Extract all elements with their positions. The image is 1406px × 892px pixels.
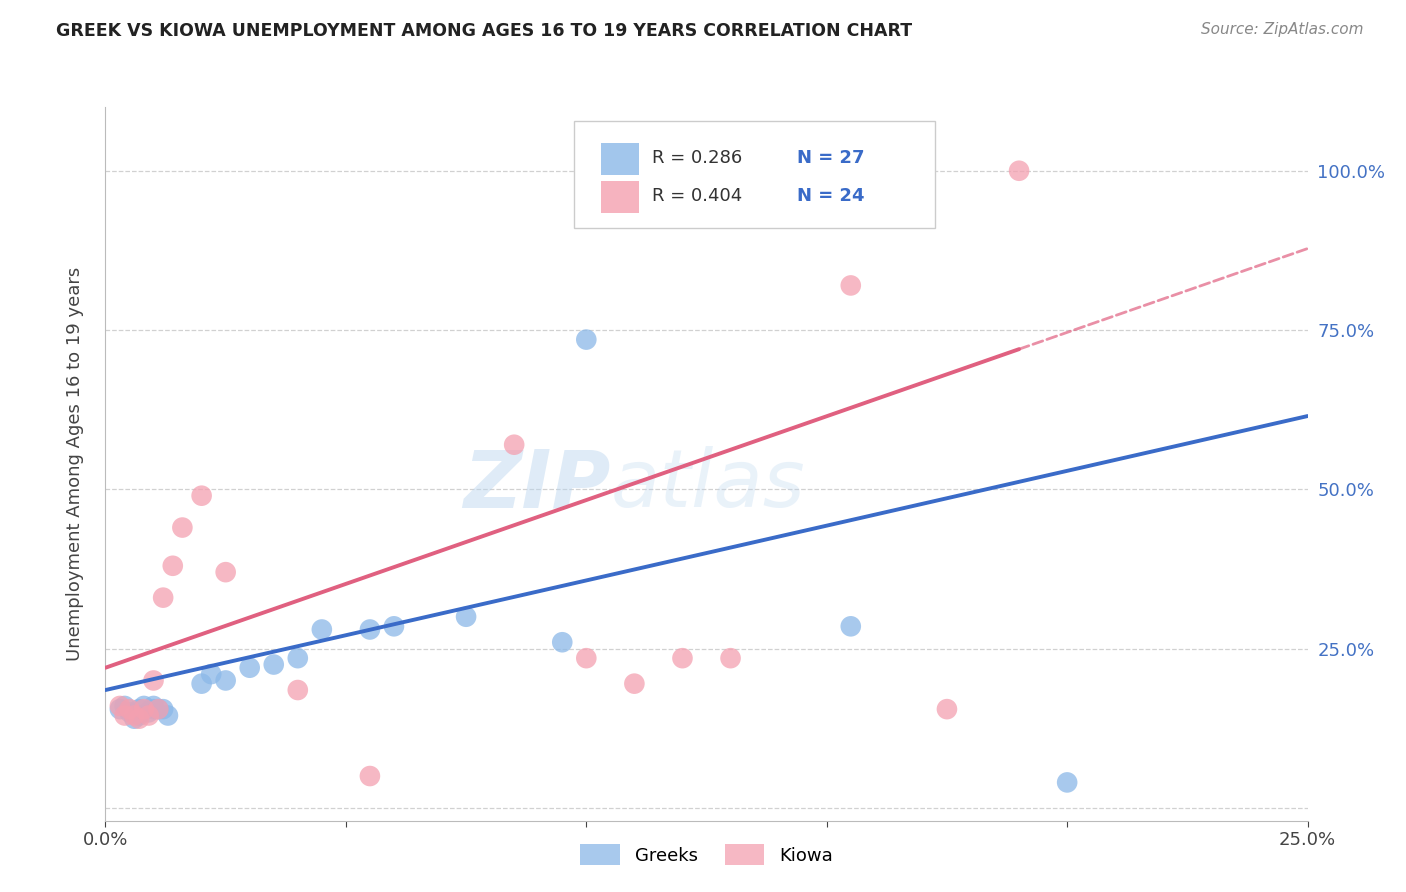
Point (190, 489, 212, 503)
Text: R = 0.286: R = 0.286 (652, 150, 742, 168)
Point (128, 702, 150, 716)
Legend: Greeks, Kiowa: Greeks, Kiowa (574, 837, 839, 872)
Y-axis label: Unemployment Among Ages 16 to 19 years: Unemployment Among Ages 16 to 19 years (66, 267, 84, 661)
Point (138, 706, 160, 720)
Point (359, 769, 381, 783)
Point (118, 702, 141, 716)
Point (214, 673, 236, 688)
Point (118, 706, 141, 720)
Point (138, 708, 160, 723)
Point (359, 623, 381, 637)
Point (839, 278, 862, 293)
Point (454, 609, 477, 624)
Point (382, 619, 405, 633)
Point (124, 712, 146, 726)
Point (172, 520, 194, 534)
Text: R = 0.404: R = 0.404 (652, 187, 742, 205)
FancyBboxPatch shape (600, 143, 640, 175)
Point (263, 657, 285, 672)
Point (128, 708, 150, 723)
Point (575, 651, 598, 665)
Point (162, 558, 184, 573)
Point (1056, 775, 1078, 789)
Text: N = 27: N = 27 (797, 150, 865, 168)
Point (132, 702, 155, 716)
Point (287, 683, 309, 698)
FancyBboxPatch shape (574, 121, 935, 228)
Text: GREEK VS KIOWA UNEMPLOYMENT AMONG AGES 16 TO 19 YEARS CORRELATION CHART: GREEK VS KIOWA UNEMPLOYMENT AMONG AGES 1… (56, 22, 912, 40)
Point (128, 712, 150, 726)
Point (148, 702, 170, 716)
Point (623, 676, 645, 690)
Point (108, 702, 131, 716)
Point (200, 667, 222, 681)
Point (839, 619, 862, 633)
Point (108, 698, 131, 713)
Point (575, 333, 598, 347)
Point (152, 591, 174, 605)
Point (1008, 163, 1031, 178)
Point (239, 661, 262, 675)
Point (311, 623, 333, 637)
Point (124, 708, 146, 723)
Point (114, 708, 136, 723)
Point (720, 651, 742, 665)
Point (132, 698, 155, 713)
Point (671, 651, 693, 665)
Point (503, 438, 526, 452)
Text: atlas: atlas (610, 446, 806, 524)
Point (551, 635, 574, 649)
Point (142, 673, 165, 688)
Point (114, 698, 136, 713)
Point (142, 698, 165, 713)
Point (142, 702, 165, 716)
Point (190, 676, 212, 690)
Point (936, 702, 959, 716)
Point (287, 651, 309, 665)
Point (148, 702, 170, 716)
Text: ZIP: ZIP (463, 446, 610, 524)
Text: Source: ZipAtlas.com: Source: ZipAtlas.com (1201, 22, 1364, 37)
Point (214, 565, 236, 579)
Point (152, 702, 174, 716)
Text: N = 24: N = 24 (797, 187, 865, 205)
Point (156, 708, 179, 723)
FancyBboxPatch shape (600, 180, 640, 212)
